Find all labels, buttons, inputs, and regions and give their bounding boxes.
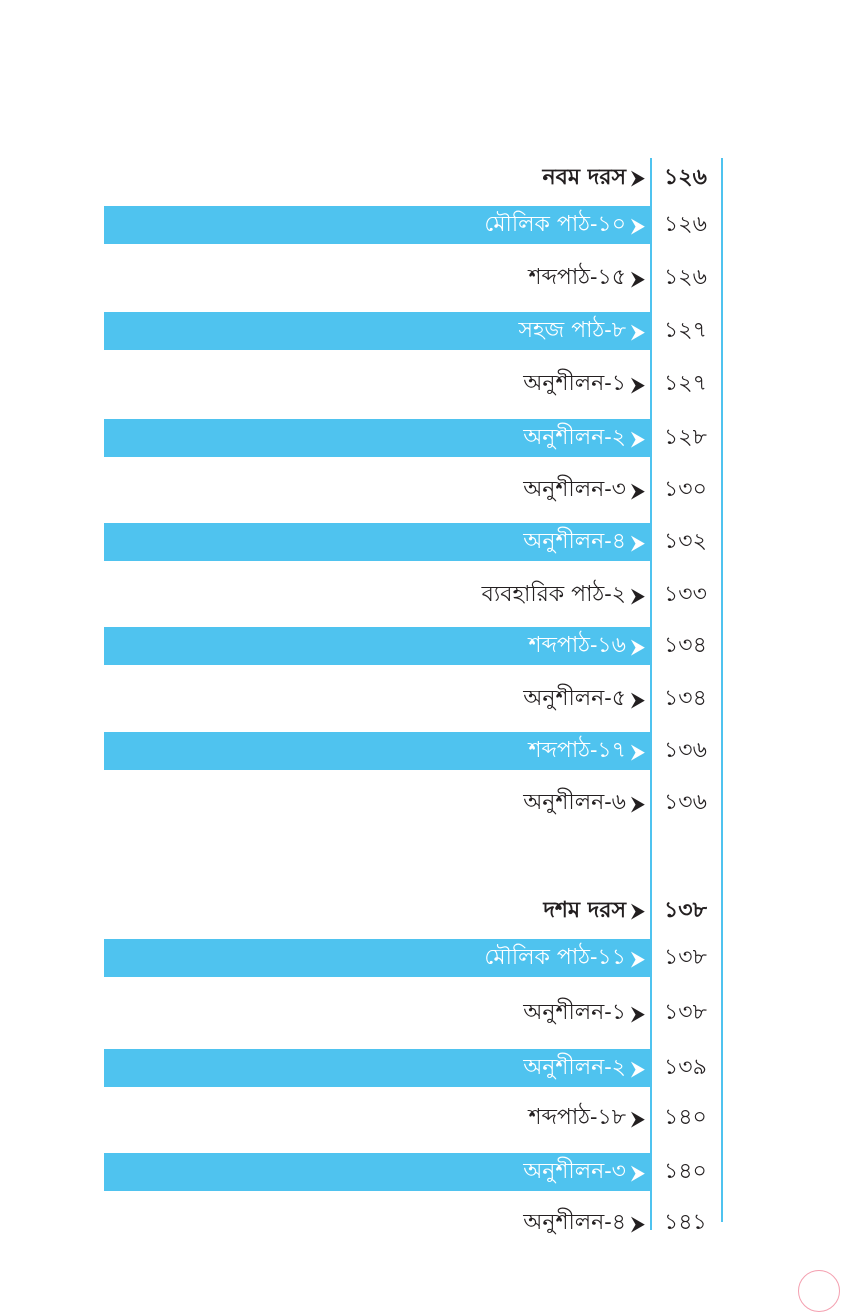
toc-page-number: ১৩০ [664,477,707,502]
highlight-band [104,732,650,770]
highlight-band [104,312,650,350]
toc-entry-label: সহজ পাঠ-৮ [518,318,626,343]
toc-page-number: ১৩৮ [664,1000,707,1025]
toc-entry[interactable]: অনুশীলন-২ ⮞ ১৩৯ [0,1049,868,1087]
highlight-band [104,627,650,665]
arrow-right-icon: ⮞ [630,583,646,607]
toc-page-number: ১২৬ [664,265,707,290]
toc-page-number: ১৩২ [664,529,707,554]
toc-entry[interactable]: ব্যবহারিক পাঠ-২ ⮞ ১৩৩ [0,576,868,614]
arrow-right-icon: ⮞ [630,634,646,658]
toc-entry-label: দশম দরস [543,897,626,923]
toc-entry[interactable]: অনুশীলন-২ ⮞ ১২৮ [0,419,868,457]
arrow-right-icon: ⮞ [630,791,646,815]
highlight-band [104,1153,650,1191]
toc-entry[interactable]: অনুশীলন-৪ ⮞ ১৩২ [0,523,868,561]
toc-entry-label: অনুশীলন-৫ [523,686,626,711]
toc-page-number: ১৩৮ [664,945,707,970]
toc-entry[interactable]: অনুশীলন-৩ ⮞ ১৪০ [0,1153,868,1191]
toc-entry-label: শব্দপাঠ-১৭ [528,738,626,763]
toc-entry-label: অনুশীলন-২ [523,425,626,450]
toc-entry-label: অনুশীলন-৪ [523,1210,626,1235]
toc-entry[interactable]: অনুশীলন-৫ ⮞ ১৩৪ [0,680,868,718]
toc-entry-label: অনুশীলন-২ [523,1055,626,1080]
column-divider [650,158,652,1230]
highlight-band [104,939,650,977]
arrow-right-icon: ⮞ [630,1001,646,1025]
toc-entry[interactable]: মৌলিক পাঠ-১১ ⮞ ১৩৮ [0,939,868,977]
table-of-contents: নবম দরস ⮞ ১২৬ মৌলিক পাঠ-১০ ⮞ ১২৬ শব্দপাঠ-১৫ ⮞ ১২… [0,158,868,1242]
toc-entry-label: শব্দপাঠ-১৮ [528,1105,626,1130]
arrow-right-icon: ⮞ [630,898,646,922]
arrow-right-icon: ⮞ [630,165,646,189]
toc-page-number: ১২৬ [664,212,707,237]
arrow-right-icon: ⮞ [630,1211,646,1235]
toc-entry-label: মৌলিক পাঠ-১০ [484,212,626,237]
toc-section-heading[interactable]: দশম দরস ⮞ ১৩৮ [0,891,868,929]
toc-entry-label: অনুশীলন-৩ [523,1159,626,1184]
highlight-band [104,523,650,561]
toc-page-number: ১২৮ [664,425,707,450]
toc-page-number: ১৪০ [664,1105,707,1130]
toc-page-number: ১৩৮ [664,897,707,923]
toc-page-number: ১৩৩ [664,582,707,607]
arrow-right-icon: ⮞ [630,372,646,396]
arrow-right-icon: ⮞ [630,946,646,970]
toc-entry[interactable]: শব্দপাঠ-১৭ ⮞ ১৩৬ [0,732,868,770]
toc-page-number: ১৩৪ [664,633,707,658]
right-rule [721,158,723,1222]
toc-entry-label: শব্দপাঠ-১৬ [528,633,626,658]
highlight-band [104,206,650,244]
toc-entry-label: নবম দরস [542,164,626,190]
toc-entry[interactable]: অনুশীলন-৪ ⮞ ১৪১ [0,1204,868,1242]
toc-entry-label: মৌলিক পাঠ-১১ [484,945,626,970]
toc-entry-label: অনুশীলন-৩ [523,477,626,502]
toc-page-number: ১২৭ [664,371,707,396]
arrow-right-icon: ⮞ [630,1056,646,1080]
toc-entry-label: অনুশীলন-১ [523,371,626,396]
toc-entry-label: অনুশীলন-৪ [523,529,626,554]
toc-page-number: ১২৬ [664,164,707,190]
toc-entry-label: ব্যবহারিক পাঠ-২ [481,582,626,607]
arrow-right-icon: ⮞ [630,426,646,450]
toc-entry[interactable]: অনুশীলন-৩ ⮞ ১৩০ [0,471,868,509]
toc-entry-label: অনুশীলন-৬ [523,790,626,815]
arrow-right-icon: ⮞ [630,319,646,343]
toc-page-number: ১৪১ [664,1210,707,1235]
corner-circle-mark [798,1270,840,1312]
toc-page-number: ১৩৯ [664,1055,707,1080]
arrow-right-icon: ⮞ [630,687,646,711]
toc-entry[interactable]: শব্দপাঠ-১৬ ⮞ ১৩৪ [0,627,868,665]
highlight-band [104,419,650,457]
toc-page-number: ১২৭ [664,318,707,343]
toc-entry[interactable]: মৌলিক পাঠ-১০ ⮞ ১২৬ [0,206,868,244]
toc-entry[interactable]: অনুশীলন-১ ⮞ ১২৭ [0,365,868,403]
toc-entry[interactable]: অনুশীলন-৬ ⮞ ১৩৬ [0,784,868,822]
arrow-right-icon: ⮞ [630,478,646,502]
toc-page-number: ১৩৪ [664,686,707,711]
highlight-band [104,1049,650,1087]
toc-entry[interactable]: শব্দপাঠ-১৫ ⮞ ১২৬ [0,259,868,297]
toc-entry-label: শব্দপাঠ-১৫ [528,265,626,290]
arrow-right-icon: ⮞ [630,739,646,763]
arrow-right-icon: ⮞ [630,1106,646,1130]
toc-page-number: ১৩৬ [664,738,707,763]
arrow-right-icon: ⮞ [630,266,646,290]
toc-section-heading[interactable]: নবম দরস ⮞ ১২৬ [0,158,868,196]
arrow-right-icon: ⮞ [630,213,646,237]
toc-entry[interactable]: অনুশীলন-১ ⮞ ১৩৮ [0,994,868,1032]
toc-page-number: ১৩৬ [664,790,707,815]
toc-page-number: ১৪০ [664,1159,707,1184]
toc-entry[interactable]: সহজ পাঠ-৮ ⮞ ১২৭ [0,312,868,350]
toc-entry[interactable]: শব্দপাঠ-১৮ ⮞ ১৪০ [0,1099,868,1137]
arrow-right-icon: ⮞ [630,530,646,554]
arrow-right-icon: ⮞ [630,1160,646,1184]
toc-entry-label: অনুশীলন-১ [523,1000,626,1025]
